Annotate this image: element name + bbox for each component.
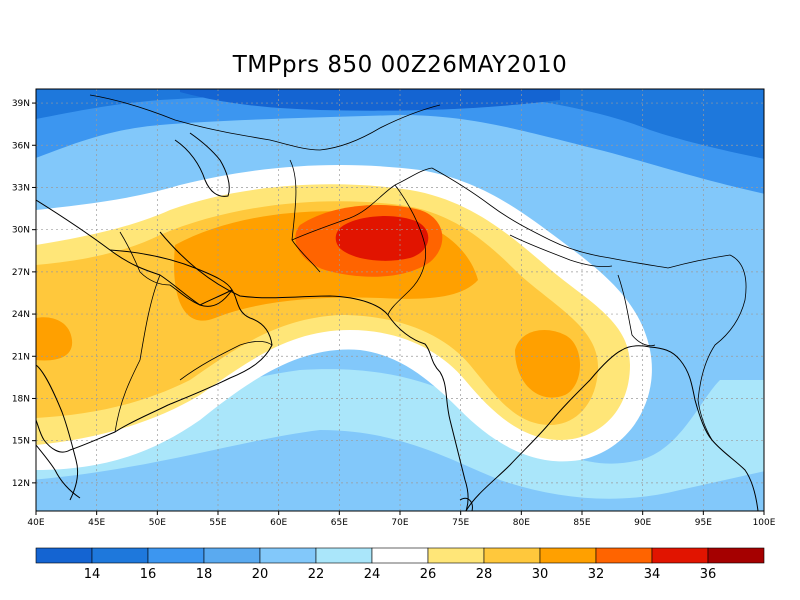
lon-tick-label: 85E: [573, 518, 590, 528]
band-30-32-east: [515, 330, 580, 398]
coastline-persian-gulf: [109, 249, 233, 306]
colorbar-label: 20: [252, 567, 269, 582]
lon-tick-label: 80E: [513, 518, 530, 528]
coastline-sri-lanka: [459, 497, 473, 511]
colorbar-swatch: [651, 547, 709, 564]
lon-tick-label: 55E: [209, 518, 226, 528]
lat-tick-label: 30N: [12, 226, 30, 236]
colorbar-label: 30: [532, 567, 549, 582]
lon-tick-label: 40E: [27, 518, 44, 528]
lon-tick-label: 60E: [270, 518, 287, 528]
longitude-axis: 40E 45E 50E 55E 60E 65E 70E 75E 80E 85E 90E 95E 100E: [27, 511, 776, 528]
border-afghanistan-pakistan: [291, 167, 433, 241]
coastline-iran-pakistan-india: [159, 231, 469, 511]
band-34-36: [335, 216, 429, 261]
lat-tick-label: 27N: [12, 268, 30, 278]
colorbar-swatch: [707, 547, 765, 564]
band-north-colder: [36, 89, 764, 159]
lat-tick-label: 36N: [12, 141, 30, 151]
colorbar-swatch: [539, 547, 597, 564]
colorbar-label: 16: [140, 567, 157, 582]
border-saudi-internal: [114, 274, 161, 433]
colorbar-swatch: [371, 547, 429, 564]
border-myanmar: [667, 254, 747, 441]
colorbar-swatch: [315, 547, 373, 564]
colorbar-swatch: [259, 547, 317, 564]
colorbar-swatch: [203, 547, 261, 564]
border-central-asia: [89, 94, 441, 151]
colorbar: 14 16 18 20 22 24 26 28 30 32 34 36: [35, 547, 765, 582]
colorbar-swatch: [35, 547, 93, 564]
lat-tick-label: 21N: [12, 352, 30, 362]
lon-tick-label: 95E: [695, 518, 712, 528]
coastline-caspian: [174, 132, 230, 197]
border-bangladesh: [617, 274, 656, 347]
lon-tick-label: 50E: [149, 518, 166, 528]
colorbar-swatch: [427, 547, 485, 564]
lon-tick-label: 75E: [452, 518, 469, 528]
lat-tick-label: 15N: [12, 437, 30, 447]
border-pakistan-india: [387, 184, 427, 316]
colorbar-label: 18: [196, 567, 213, 582]
lon-tick-label: 45E: [88, 518, 105, 528]
lon-tick-label: 100E: [753, 518, 776, 528]
colorbar-swatch: [483, 547, 541, 564]
colorbar-label: 24: [364, 567, 381, 582]
colorbar-swatch: [595, 547, 653, 564]
colorbar-swatch: [147, 547, 205, 564]
colorbar-swatch: [91, 547, 149, 564]
lat-tick-label: 39N: [12, 99, 30, 109]
border-nepal: [509, 234, 613, 268]
latitude-axis: 12N 15N 18N 21N 24N 27N 30N 33N 36N 39N: [12, 99, 36, 489]
coastline-east-india: [465, 345, 651, 511]
colorbar-label: 22: [308, 567, 325, 582]
colorbar-label: 14: [84, 567, 101, 582]
coastline-bay-of-bengal: [649, 346, 759, 511]
lon-tick-label: 65E: [331, 518, 348, 528]
map-title: TMPprs 850 00Z26MAY2010: [232, 52, 568, 78]
colorbar-label: 26: [420, 567, 437, 582]
colorbar-label: 34: [644, 567, 661, 582]
border-india-china: [431, 167, 669, 269]
lon-tick-label: 70E: [391, 518, 408, 528]
lat-tick-label: 12N: [12, 479, 30, 489]
colorbar-label: 28: [476, 567, 493, 582]
colorbar-label: 32: [588, 567, 605, 582]
border-iraq-iran: [119, 231, 171, 286]
band-north-coldest: [180, 89, 560, 111]
lon-tick-label: 90E: [634, 518, 651, 528]
coastline-africa: [36, 444, 81, 499]
colorbar-label: 36: [700, 567, 717, 582]
country-borders: [89, 94, 747, 441]
map-gridlines: [36, 89, 764, 511]
lat-tick-label: 33N: [12, 183, 30, 193]
lat-tick-label: 18N: [12, 394, 30, 404]
band-30-32-west: [36, 317, 73, 361]
lat-tick-label: 24N: [12, 310, 30, 320]
border-oman-yemen: [179, 340, 273, 381]
coastline-red-sea: [36, 364, 79, 501]
